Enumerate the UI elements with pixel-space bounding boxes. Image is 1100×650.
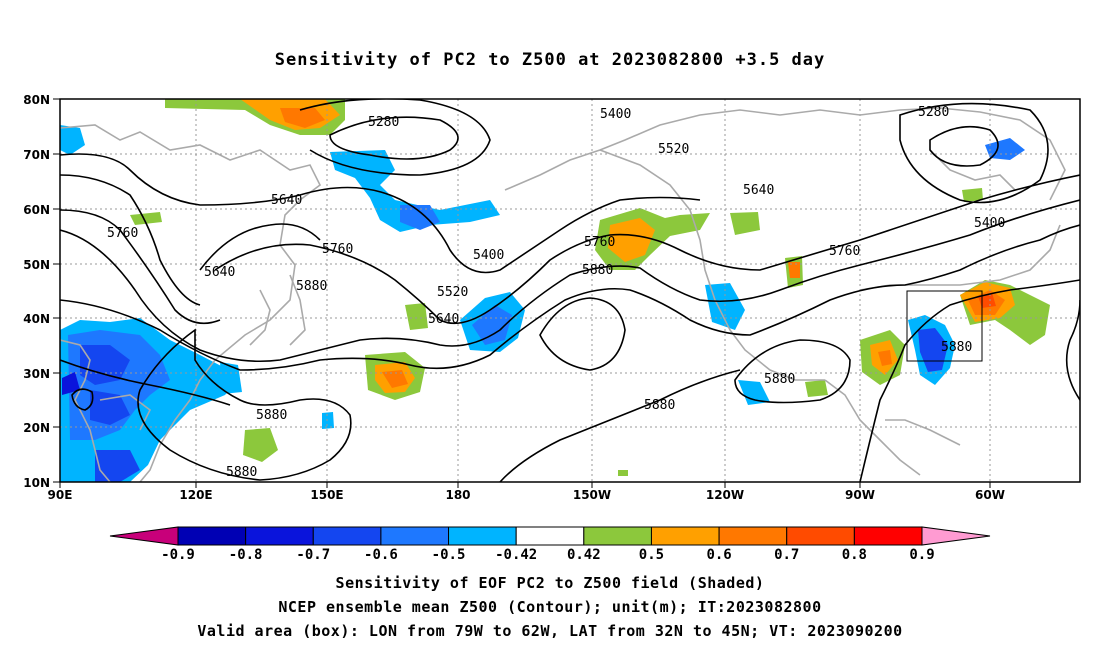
contour-label: 5880 [226, 465, 257, 480]
lon-label: 60W [975, 488, 1005, 502]
colorbar-tick-label: -0.42 [495, 547, 537, 563]
contour-label: 5880 [941, 340, 972, 355]
colorbar-extend-low [109, 526, 179, 546]
colorbar-bin [177, 526, 247, 546]
contour-label: 5880 [296, 279, 327, 294]
contour-label: 5880 [644, 398, 675, 413]
colorbar-tick-label: -0.9 [161, 547, 195, 563]
caption-line-1: Sensitivity of EOF PC2 to Z500 field (Sh… [335, 574, 765, 592]
map-title: Sensitivity of PC2 to Z500 at 2023082800… [274, 50, 826, 70]
longitude-labels: 90E 120E 150E 180 150W 120W 90W 60W [48, 488, 1005, 502]
colorbar-bin [380, 526, 450, 546]
map-frame [59, 98, 1081, 483]
contour-label: 5760 [322, 242, 353, 257]
colorbar-tick-label: 0.42 [567, 547, 601, 563]
colorbar-tick-label: -0.7 [296, 547, 330, 563]
colorbar-bin [312, 526, 382, 546]
contour-label: 5400 [974, 216, 1005, 231]
contour-label: 5640 [271, 193, 302, 208]
contour-label: 5760 [107, 226, 138, 241]
contour-label: 5880 [256, 408, 287, 423]
colorbar-bin [583, 526, 652, 546]
lon-label: 90W [845, 488, 875, 502]
lon-label: 150W [573, 488, 611, 502]
contour-label: 5520 [658, 142, 689, 157]
lat-label: 40N [23, 312, 50, 326]
colorbar-tick-label: 0.6 [706, 547, 731, 563]
colorbar-bin [853, 526, 923, 546]
contour-label: 5880 [582, 263, 613, 278]
contour-label: 5640 [428, 312, 459, 327]
colorbar-bin [448, 526, 517, 546]
colorbar-labels: -0.9 -0.8 -0.7 -0.6 -0.5 -0.42 0.42 0.5 0.6 0.7 0.… [161, 547, 935, 563]
colorbar-tick-label: -0.6 [364, 547, 398, 563]
lon-label: 120E [179, 488, 212, 502]
lat-label: 80N [23, 93, 50, 107]
lat-label: 10N [23, 476, 50, 490]
colorbar-bin [515, 526, 585, 546]
colorbar-tick-label: 0.7 [774, 547, 799, 563]
z500-contours [60, 99, 1080, 482]
contour-labels: 5280 5280 5400 5400 5400 5520 5520 5640 … [107, 105, 1005, 480]
colorbar-tick-label: 0.5 [639, 547, 664, 563]
contour-label: 5520 [437, 285, 468, 300]
lon-label: 180 [445, 488, 470, 502]
colorbar-bin [650, 526, 720, 546]
contour-label: 5280 [368, 115, 399, 130]
contour-label: 5640 [743, 183, 774, 198]
colorbar [109, 526, 991, 546]
colorbar-tick-label: 0.8 [842, 547, 867, 563]
colorbar-extend-high [921, 526, 991, 546]
lon-label: 90E [48, 488, 73, 502]
contour-label: 5760 [584, 235, 615, 250]
colorbar-tick-label: -0.8 [229, 547, 263, 563]
contour-label: 5760 [829, 244, 860, 259]
contour-label: 5400 [600, 107, 631, 122]
lat-label: 70N [23, 148, 50, 162]
latitude-labels: 80N 70N 60N 50N 40N 30N 20N 10N [23, 93, 50, 490]
colorbar-tick-label: -0.5 [432, 547, 466, 563]
contour-label: 5280 [918, 105, 949, 120]
contour-label: 5880 [764, 372, 795, 387]
colorbar-bin [245, 526, 314, 546]
lat-label: 20N [23, 421, 50, 435]
colorbar-bin [718, 526, 788, 546]
coastlines [60, 107, 1066, 482]
lat-label: 50N [23, 258, 50, 272]
valid-area-box [906, 290, 983, 362]
shaded-sensitivity [60, 99, 1050, 482]
colorbar-bin [786, 526, 855, 546]
contour-label: 5400 [473, 248, 504, 263]
lon-label: 120W [706, 488, 744, 502]
lon-label: 150E [310, 488, 343, 502]
axis-ticks [53, 98, 991, 488]
lat-label: 30N [23, 367, 50, 381]
lat-label: 60N [23, 203, 50, 217]
caption-line-2: NCEP ensemble mean Z500 (Contour); unit(… [278, 598, 822, 616]
caption-line-3: Valid area (box): LON from 79W to 62W, L… [197, 622, 903, 640]
colorbar-tick-label: 0.9 [909, 547, 934, 563]
contour-label: 5640 [204, 265, 235, 280]
